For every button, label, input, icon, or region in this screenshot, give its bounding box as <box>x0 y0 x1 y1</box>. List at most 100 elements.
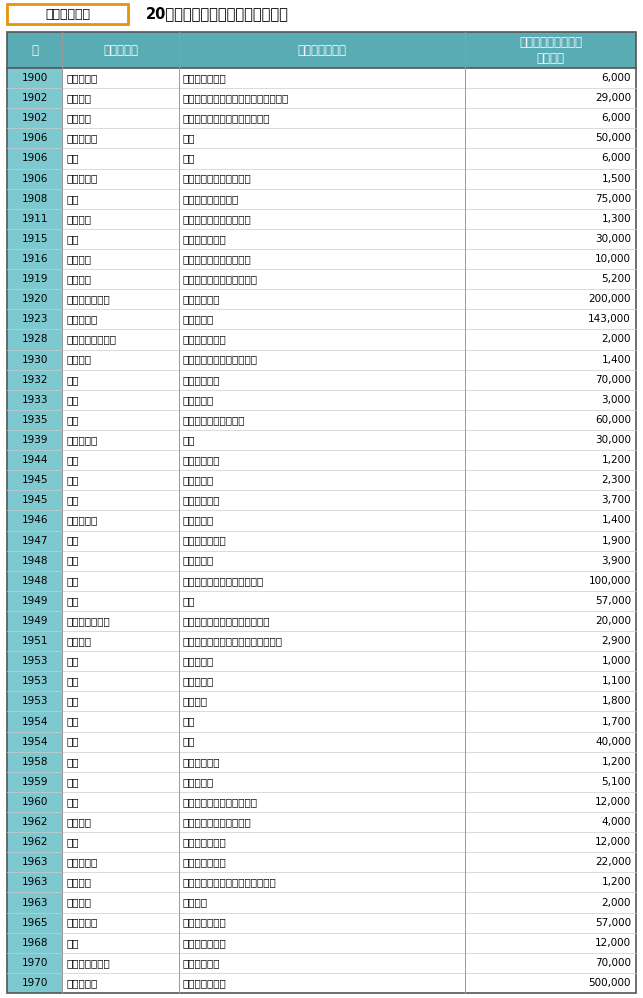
Bar <box>179 309 465 329</box>
Text: 30,000: 30,000 <box>595 435 631 445</box>
Text: 1923: 1923 <box>21 314 48 324</box>
Text: 米国，サンフランシスコ: 米国，サンフランシスコ <box>183 174 251 184</box>
Bar <box>465 852 636 872</box>
Bar <box>7 32 636 68</box>
Bar <box>7 651 62 672</box>
Bar <box>179 349 465 369</box>
Bar <box>465 68 636 88</box>
Bar <box>179 189 465 209</box>
Text: 火山噴火: 火山噴火 <box>66 354 91 364</box>
Bar <box>179 651 465 672</box>
Text: 1906: 1906 <box>21 134 48 144</box>
Text: 1,200: 1,200 <box>601 756 631 766</box>
Text: 3,700: 3,700 <box>601 495 631 505</box>
Bar <box>465 692 636 712</box>
Bar <box>7 792 62 812</box>
Text: 地すべり: 地すべり <box>66 897 91 907</box>
Text: 地震／地すべり: 地震／地すべり <box>66 294 110 304</box>
Text: 1951: 1951 <box>21 636 48 646</box>
Text: 1946: 1946 <box>21 515 48 525</box>
Text: 20世紀以降の主な自然災害の状況: 20世紀以降の主な自然災害の状況 <box>146 7 289 22</box>
Text: バングラデシュ: バングラデシュ <box>183 857 226 867</box>
Bar <box>465 189 636 209</box>
Text: サイクロン: サイクロン <box>66 917 98 927</box>
Bar <box>7 88 62 108</box>
Text: 29,000: 29,000 <box>595 93 631 103</box>
Text: 6,000: 6,000 <box>601 73 631 83</box>
Text: 中国: 中国 <box>183 596 195 606</box>
Text: 日本，九州: 日本，九州 <box>183 657 214 667</box>
Text: 1,500: 1,500 <box>601 174 631 184</box>
Text: 日本，西日本: 日本，西日本 <box>183 756 220 766</box>
Bar <box>465 551 636 571</box>
Text: 地震: 地震 <box>66 797 79 807</box>
Bar <box>62 852 179 872</box>
Bar <box>7 149 62 169</box>
Bar <box>465 812 636 832</box>
Text: トルクメニスタン（旧ソ連）: トルクメニスタン（旧ソ連） <box>183 576 264 586</box>
Text: 地震: 地震 <box>66 415 79 425</box>
Bar <box>62 249 179 269</box>
Bar <box>7 329 62 349</box>
Text: 1906: 1906 <box>21 154 48 164</box>
Bar <box>62 189 179 209</box>
Bar <box>7 289 62 309</box>
Bar <box>465 309 636 329</box>
Bar <box>179 369 465 390</box>
Text: 40,000: 40,000 <box>595 737 631 747</box>
Text: 地震: 地震 <box>66 938 79 948</box>
Text: 100,000: 100,000 <box>588 576 631 586</box>
Bar <box>7 430 62 450</box>
Bar <box>465 912 636 933</box>
Text: 1902: 1902 <box>21 93 48 103</box>
Bar <box>179 229 465 249</box>
Bar <box>179 430 465 450</box>
Text: 1945: 1945 <box>21 495 48 505</box>
Bar <box>62 68 179 88</box>
Text: 日本，関東: 日本，関東 <box>183 314 214 324</box>
Text: 洪水: 洪水 <box>66 737 79 747</box>
Text: 1953: 1953 <box>21 697 48 707</box>
Text: 中国，甘粛省: 中国，甘粛省 <box>183 294 220 304</box>
Bar <box>465 209 636 229</box>
Text: 洪水: 洪水 <box>66 596 79 606</box>
Text: 1911: 1911 <box>21 214 48 224</box>
Bar <box>7 973 62 993</box>
Bar <box>62 651 179 672</box>
Bar <box>179 792 465 812</box>
Bar <box>465 872 636 892</box>
Bar <box>179 953 465 973</box>
Text: 台風: 台風 <box>66 756 79 766</box>
Text: 1962: 1962 <box>21 837 48 847</box>
Text: 6,000: 6,000 <box>601 113 631 124</box>
Bar <box>7 189 62 209</box>
Bar <box>7 672 62 692</box>
Bar <box>179 771 465 792</box>
Text: 1962: 1962 <box>21 817 48 827</box>
Text: 1949: 1949 <box>21 596 48 606</box>
Bar <box>7 369 62 390</box>
Bar <box>179 872 465 892</box>
Bar <box>179 88 465 108</box>
Bar <box>62 812 179 832</box>
Bar <box>179 510 465 531</box>
Text: 1,400: 1,400 <box>601 515 631 525</box>
Text: 1920: 1920 <box>21 294 48 304</box>
Bar <box>465 631 636 651</box>
Text: 地震: 地震 <box>66 837 79 847</box>
Text: 75,000: 75,000 <box>595 194 631 204</box>
Text: 2,000: 2,000 <box>601 897 631 907</box>
Text: 1916: 1916 <box>21 254 48 264</box>
Bar <box>7 510 62 531</box>
Text: 200,000: 200,000 <box>588 294 631 304</box>
Text: 1915: 1915 <box>21 234 48 244</box>
Bar <box>465 88 636 108</box>
Text: 地震／火災: 地震／火災 <box>66 314 98 324</box>
Bar <box>179 169 465 189</box>
Text: 中国: 中国 <box>183 737 195 747</box>
Text: 1963: 1963 <box>21 897 48 907</box>
Bar <box>179 732 465 751</box>
Text: 台風／津波: 台風／津波 <box>66 134 98 144</box>
Text: 3,000: 3,000 <box>601 395 631 405</box>
Text: 1,400: 1,400 <box>601 354 631 364</box>
